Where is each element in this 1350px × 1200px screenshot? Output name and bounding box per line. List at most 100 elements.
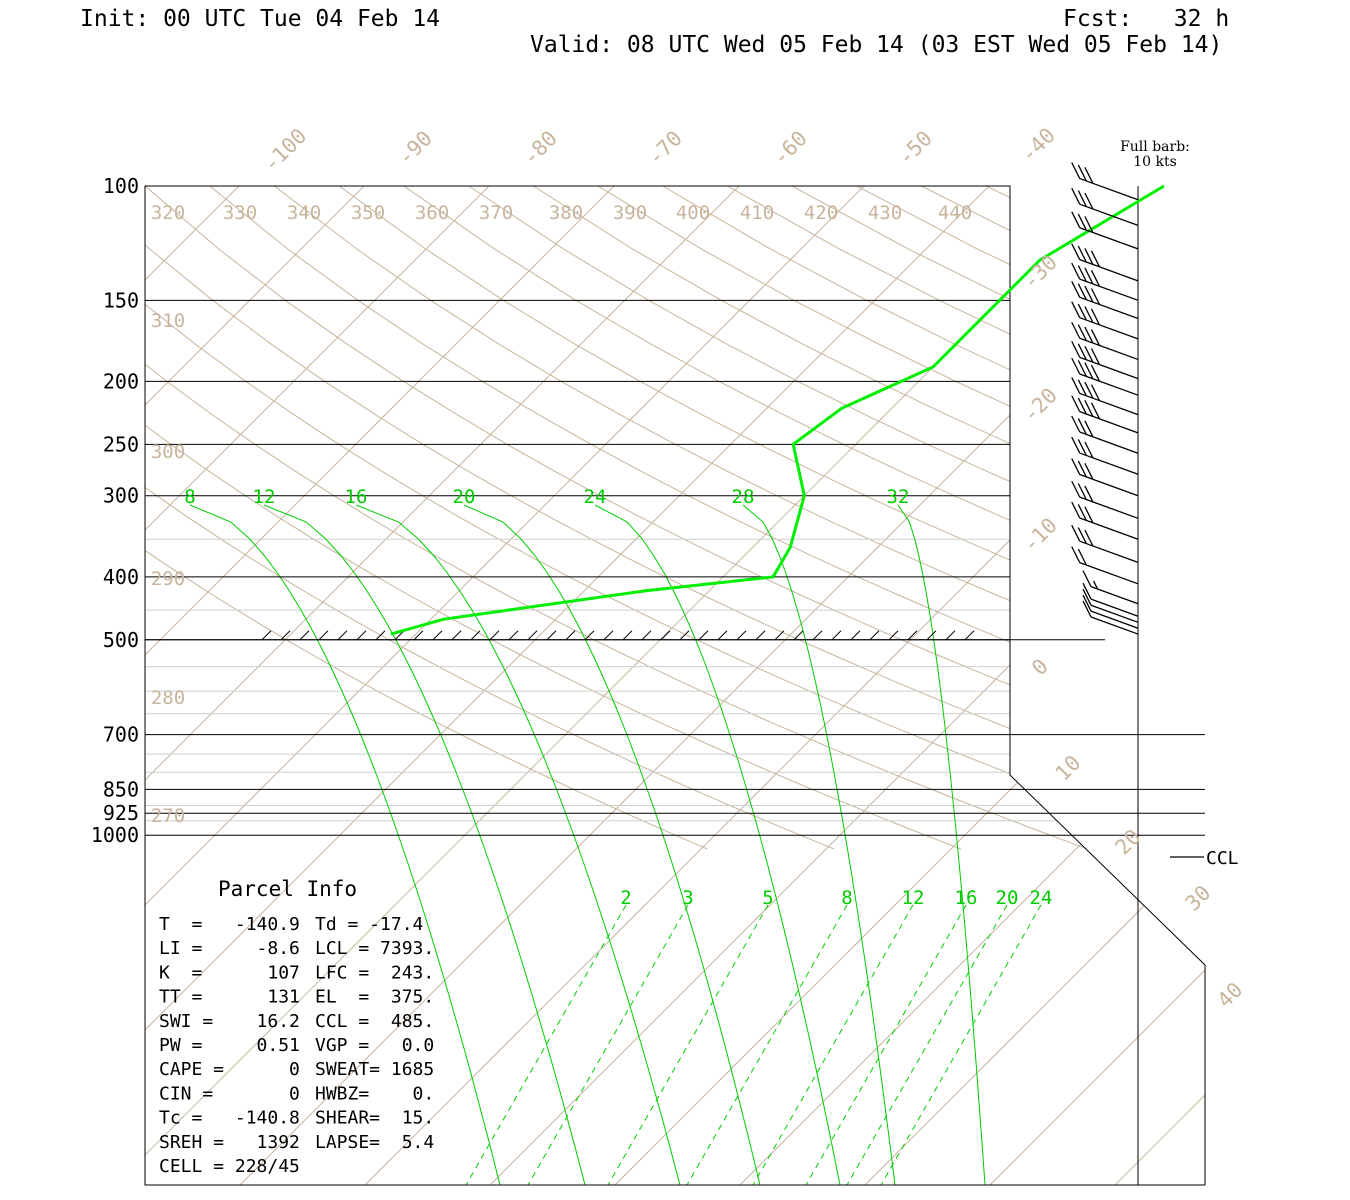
hatch-tick	[869, 630, 880, 641]
isotherm-label: -50	[893, 126, 937, 170]
isotherm-line	[0, 186, 114, 1185]
mixing-ratio-label: 12	[902, 887, 925, 909]
isotherm-label: 0	[1027, 654, 1053, 680]
hatch-tick	[812, 630, 823, 641]
parcel-info-rows: T = -140.9 Td = -17.4 LI = -8.6 LCL = 7393.…	[159, 914, 434, 1177]
moist-adiabat-line	[897, 504, 986, 1185]
dry-adiabat-label: 310	[151, 310, 185, 332]
hatch-tick	[774, 630, 785, 641]
wind-barb	[1071, 281, 1139, 320]
dry-adiabat-line	[856, 186, 1205, 850]
moist-adiabat-label: 28	[732, 486, 755, 508]
isotherm-label: -20	[1018, 383, 1062, 427]
wind-barb	[1071, 341, 1139, 380]
wind-barb	[1071, 524, 1139, 564]
isotherm-label: 20	[1111, 825, 1146, 860]
dry-adiabat-label: 290	[151, 568, 185, 590]
hatch-tick	[964, 630, 975, 641]
hatch-tick	[660, 630, 671, 641]
dry-adiabat-label: 320	[151, 202, 185, 224]
forecast-hour: Fcst: 32 h	[1063, 6, 1229, 32]
dry-adiabat-line	[791, 186, 1205, 850]
isotherm-line	[145, 186, 865, 1185]
parcel-info-right: SWEAT= 1685	[315, 1059, 434, 1080]
moist-adiabat-label: 16	[345, 486, 368, 508]
hatch-tick	[470, 630, 481, 641]
moist-adiabats	[189, 504, 986, 1185]
moist-adiabat-line	[355, 504, 681, 1185]
parcel-info-left: PW = 0.51	[159, 1035, 300, 1056]
parcel-info-left: LI = -8.6	[159, 938, 300, 959]
hatch-tick	[622, 630, 633, 641]
wind-barb	[1071, 480, 1139, 519]
hatch-tick	[318, 630, 329, 641]
valid-time: Valid: 08 UTC Wed 05 Feb 14 (03 EST Wed …	[530, 32, 1222, 58]
parcel-info-left: Tc = -140.8	[159, 1108, 300, 1129]
hatch-tick	[698, 630, 709, 641]
dry-adiabat-label: 430	[868, 202, 902, 224]
isotherm-label: -80	[518, 126, 562, 170]
hatch-tick	[926, 630, 937, 641]
wind-barb	[1071, 211, 1139, 250]
wind-barb	[1071, 415, 1139, 454]
isotherm-label: -100	[259, 124, 312, 177]
dry-adiabat-line	[338, 186, 1205, 850]
pressure-label: 250	[103, 432, 139, 456]
dry-adiabat-label: 440	[938, 202, 972, 224]
isotherm-label: -60	[768, 126, 812, 170]
moist-adiabat-line	[594, 504, 841, 1185]
dry-adiabat-line	[468, 186, 1205, 850]
parcel-info-right: CCL = 485.	[315, 1011, 434, 1032]
dry-adiabat-line	[145, 186, 1205, 850]
dewpoint-trace	[390, 184, 1165, 636]
hatch-tick	[489, 630, 500, 641]
isotherm-label: -90	[393, 126, 437, 170]
dry-adiabat-line	[145, 186, 835, 850]
wind-barb	[1071, 546, 1139, 585]
isotherm-line	[145, 186, 990, 1185]
mixing-ratio-line	[527, 904, 689, 1185]
isotherm-label: 40	[1213, 978, 1248, 1013]
pressure-label: 400	[103, 565, 139, 589]
hatch-tick	[261, 630, 272, 641]
dry-adiabat-line	[209, 186, 1205, 850]
dry-adiabat-label: 280	[151, 687, 185, 709]
parcel-info-left: T = -140.9	[159, 914, 300, 935]
isotherm-line	[614, 186, 1205, 1185]
dry-adiabat-label: 300	[151, 441, 185, 463]
dry-adiabat-label: 420	[804, 202, 838, 224]
parcel-info-right: Td = -17.4	[315, 914, 423, 935]
wind-barb	[1071, 262, 1139, 301]
dewpoint-line	[390, 184, 1165, 636]
dry-adiabat-label: 360	[415, 202, 449, 224]
parcel-info-left: CAPE = 0	[159, 1059, 300, 1080]
isotherm-line	[145, 186, 365, 1185]
isotherm-label: -70	[643, 126, 687, 170]
dry-adiabat-line	[403, 186, 1205, 850]
ccl-label: CCL	[1206, 848, 1239, 869]
wind-barb	[1071, 243, 1139, 282]
parcel-info-right: VGP = 0.0	[315, 1035, 434, 1056]
parcel-info-title: Parcel Info	[218, 877, 357, 901]
dry-adiabat-label: 400	[676, 202, 710, 224]
hatch-tick	[793, 630, 804, 641]
pressure-label: 200	[103, 369, 139, 393]
chart-border	[144, 185, 1206, 1186]
wind-barb	[1071, 458, 1139, 497]
hatch-tick	[736, 630, 747, 641]
wind-barb	[1071, 321, 1139, 361]
dry-adiabat-label: 390	[613, 202, 647, 224]
hatch-tick	[641, 630, 652, 641]
mixing-ratio-line	[686, 904, 848, 1185]
pressure-label: 150	[103, 288, 139, 312]
hatch-tick	[603, 630, 614, 641]
wind-barb	[1082, 594, 1139, 629]
dry-adiabat-line	[533, 186, 1205, 850]
hatch-tick	[451, 630, 462, 641]
mixing-ratio-lines	[465, 904, 1042, 1185]
chart-frame	[144, 185, 1206, 1186]
isotherm-line	[864, 186, 1205, 1185]
barb-legend-line2: 10 kts	[1133, 154, 1177, 170]
wind-barb	[1082, 582, 1139, 617]
mixing-ratio-label: 24	[1030, 887, 1053, 909]
